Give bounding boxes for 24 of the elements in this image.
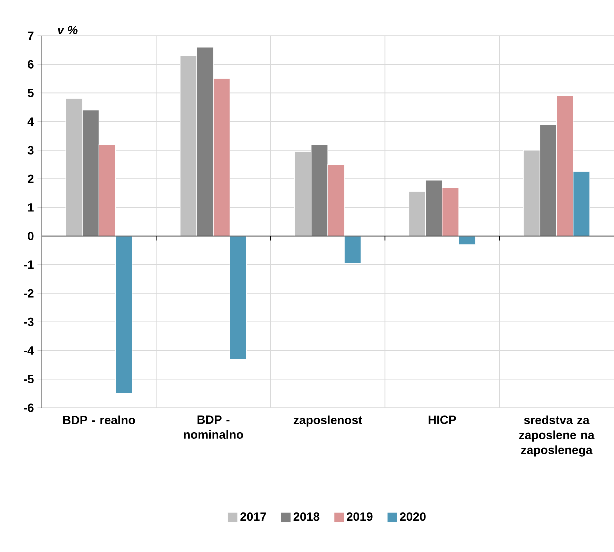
y-tick-label: -5 xyxy=(24,375,34,384)
legend-label: 2019 xyxy=(347,512,373,522)
y-tick-label: 1 xyxy=(28,204,34,212)
y-axis-title: v % xyxy=(58,26,78,34)
x-tick-label: HICP xyxy=(428,416,456,424)
legend-label: 2020 xyxy=(400,512,426,522)
y-tick-label: -3 xyxy=(24,318,34,326)
y-tick-label: 7 xyxy=(28,32,34,40)
x-tick-label: sredstva za zaposlene na zaposlenega xyxy=(519,416,595,457)
y-tick-label: 3 xyxy=(28,146,34,155)
y-tick-label: -6 xyxy=(24,404,34,412)
y-tick-label: -1 xyxy=(24,260,34,270)
y-tick-label: 4 xyxy=(28,118,34,126)
x-tick-label: zaposlenost xyxy=(294,416,362,427)
y-tick-label: 5 xyxy=(28,89,34,98)
y-tick-label: 2 xyxy=(28,174,34,184)
y-tick-label: 6 xyxy=(28,60,34,69)
y-tick-label: -4 xyxy=(24,346,34,355)
y-tick-label: -2 xyxy=(24,289,34,298)
legend-label: 2017 xyxy=(240,512,266,522)
legend-label: 2018 xyxy=(294,512,320,522)
x-tick-label: BDP - nominalno xyxy=(184,416,244,440)
y-tick-label: 0 xyxy=(28,232,34,241)
x-tick-label: BDP - realno xyxy=(63,416,136,425)
